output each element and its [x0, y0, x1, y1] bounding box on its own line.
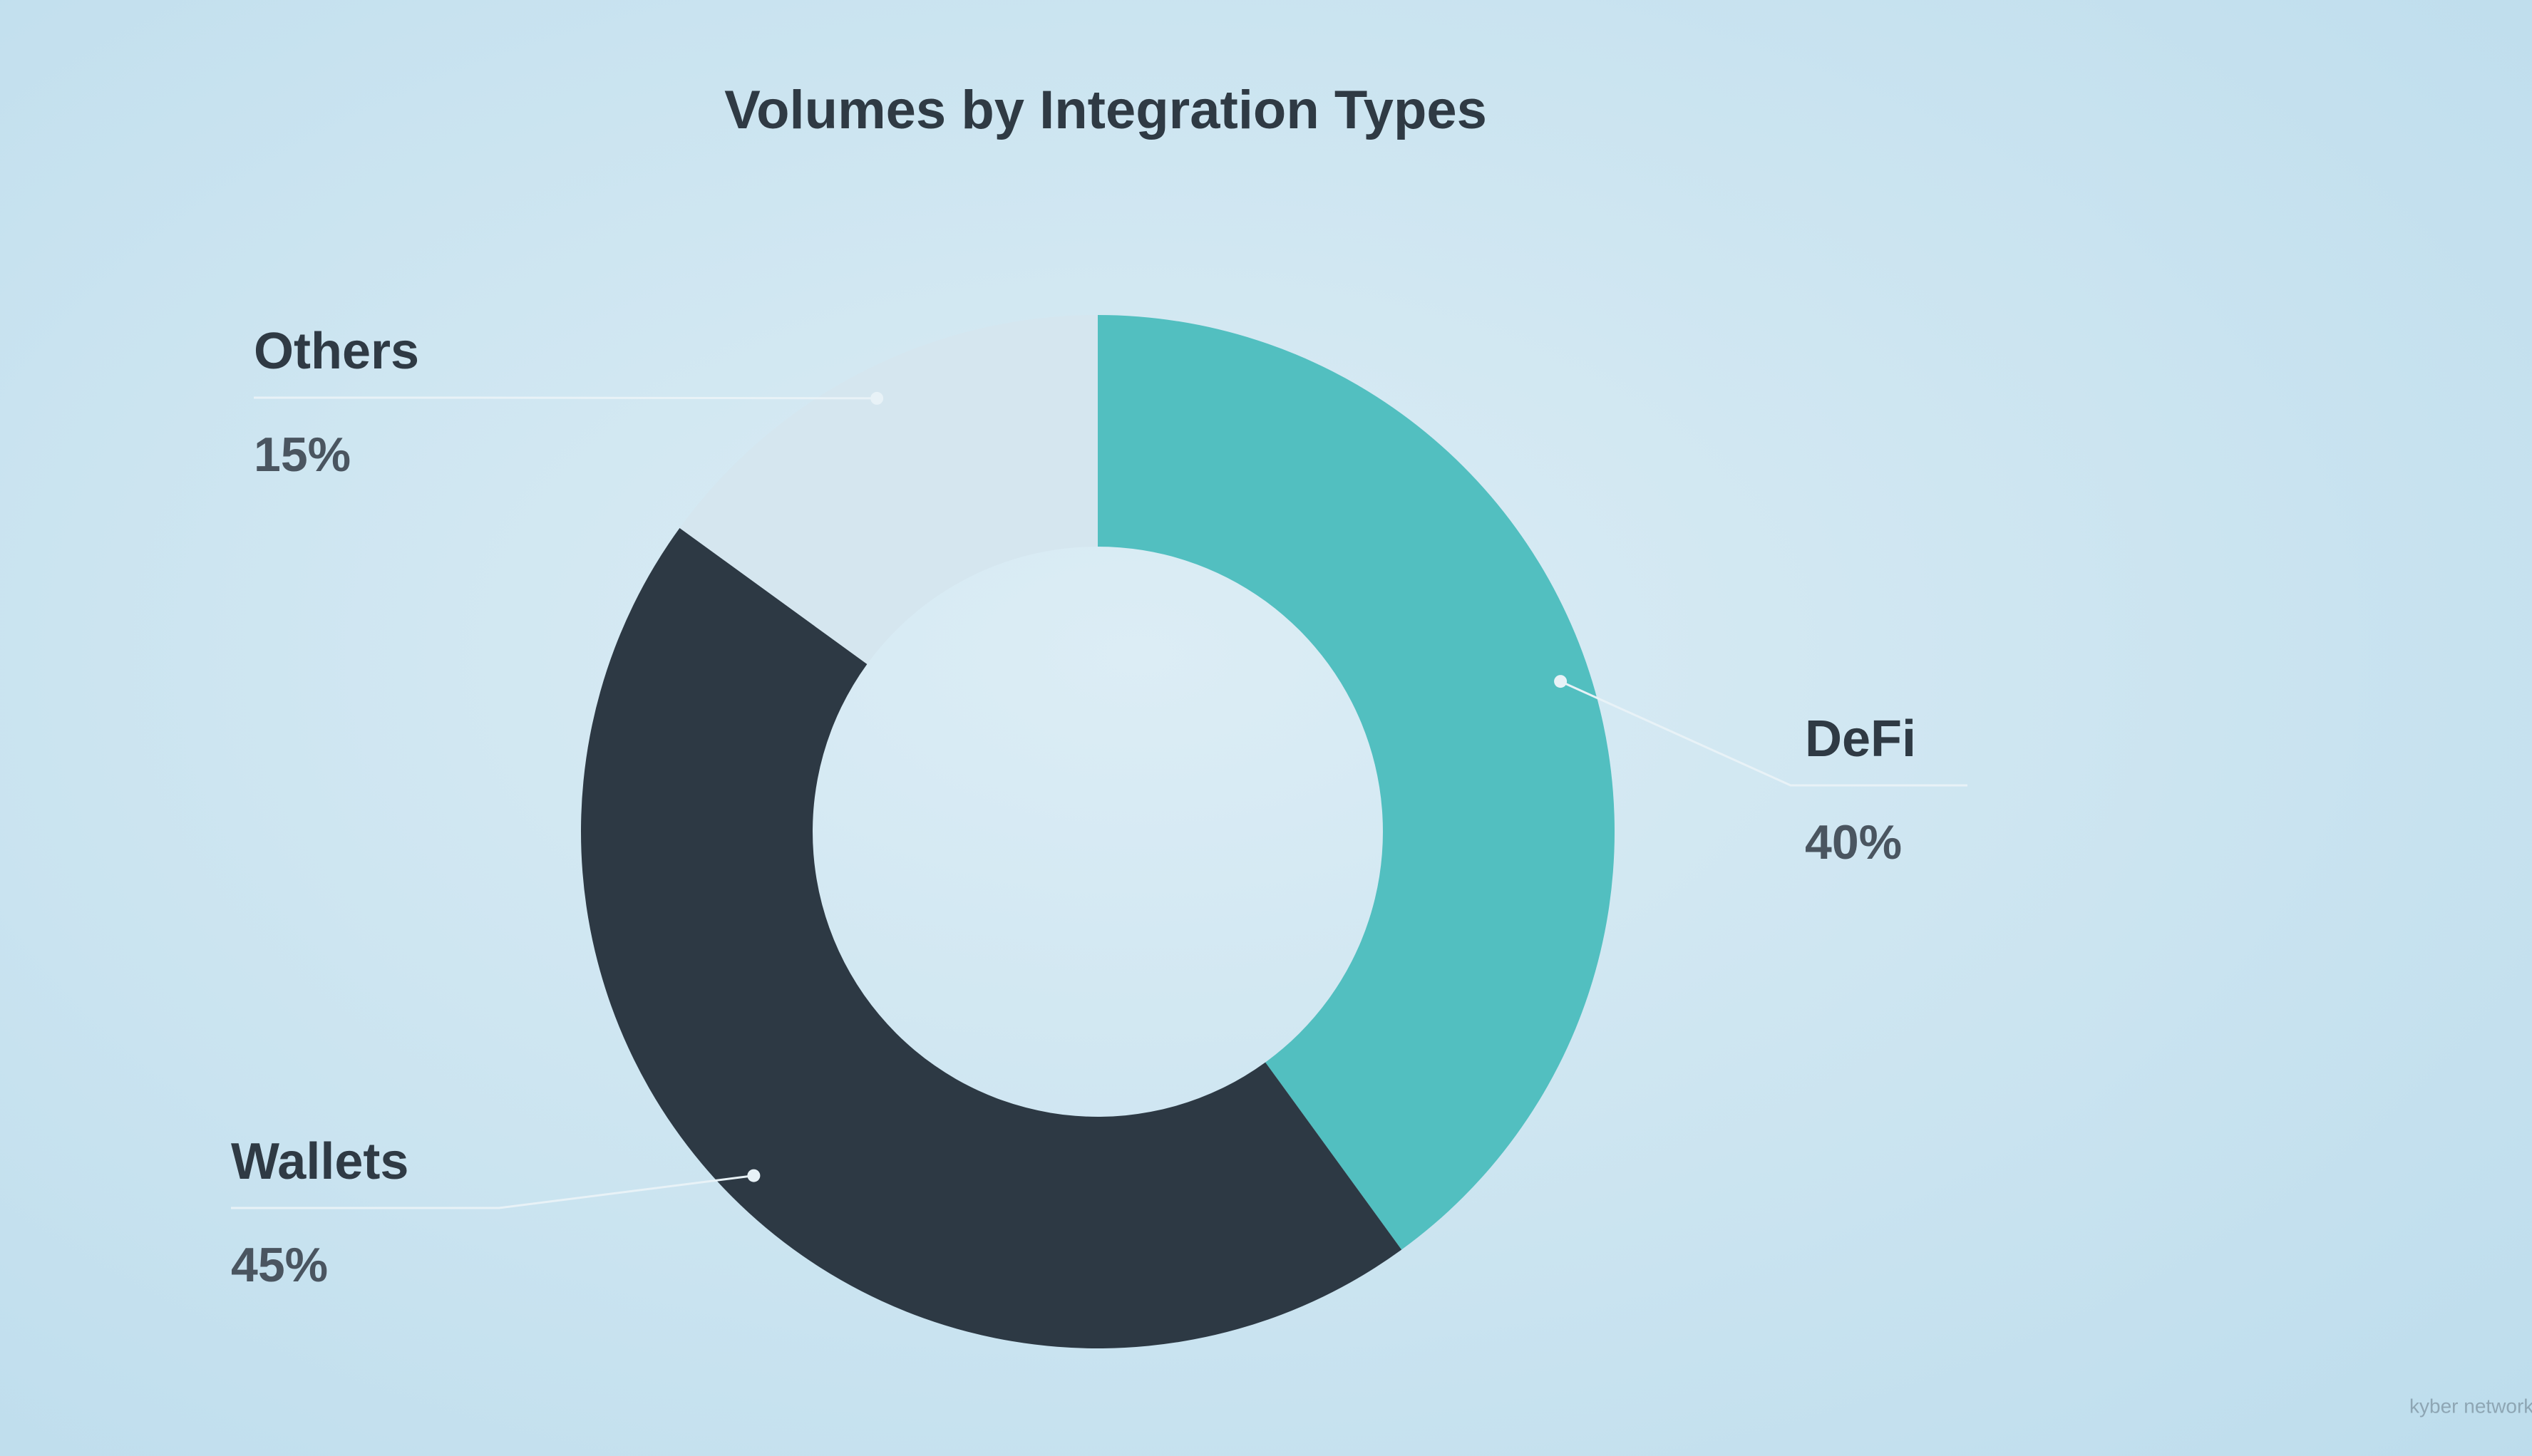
value-label: 15%	[254, 428, 351, 482]
leader-dot	[1554, 675, 1568, 688]
category-label: Others	[254, 323, 419, 380]
value-label: 40%	[1805, 815, 1902, 869]
leader-line	[231, 1174, 754, 1209]
category-label: DeFi	[1805, 711, 1916, 768]
chart-title: Volumes by Integration Types	[724, 80, 1487, 140]
donut-segment	[679, 315, 1098, 664]
value-label: 45%	[231, 1238, 328, 1292]
leader-line	[1560, 680, 1967, 787]
donut-segment	[1098, 315, 1615, 1250]
logo: kyber network	[2409, 1395, 2532, 1417]
donut-segment	[581, 527, 1402, 1348]
leader-dot	[747, 1169, 761, 1182]
leader-dot	[870, 391, 884, 405]
category-label: Wallets	[231, 1133, 408, 1190]
